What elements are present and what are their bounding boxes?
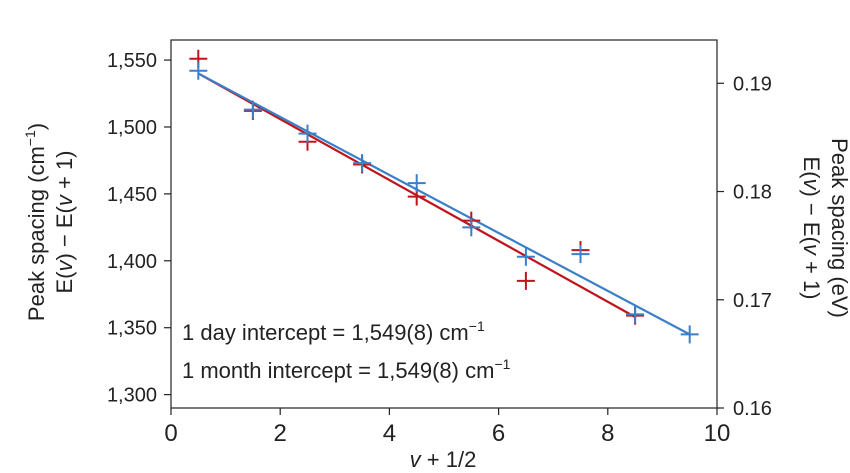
x-tick-label: 2 [274,420,287,447]
annotation-month-sup: −1 [494,356,510,372]
annotation-month-intercept: 1 month intercept = 1,549(8) cm−1 [182,356,511,383]
data-point-month [626,305,645,324]
y-left-tick-label: 1,400 [107,251,157,273]
y-left-tick-label: 1,350 [107,318,157,340]
annotation-day-sup: −1 [469,318,485,334]
data-point-month [680,325,699,344]
plot-frame [170,39,718,409]
data-point-month [189,61,208,80]
y-axis-right-title-line2: E(v) − E(v + 1) [799,156,824,299]
x-tick-label: 4 [383,420,396,447]
y-axis-left-title-line2: E(v) − E(v + 1) [52,150,77,293]
data-point-month [516,247,535,266]
y-right-tick-label: 0.16 [733,398,772,420]
x-axis-title-var: v [410,447,423,472]
data-point-month [298,124,317,143]
y-left-tick-label: 1,500 [107,117,157,139]
data-point-month [353,154,372,173]
data-point-month [462,218,481,237]
x-axis-title: v + 1/2 [410,447,477,472]
x-tick-label: 0 [164,420,177,447]
x-tick-label: 8 [601,420,614,447]
x-axis-title-rest: + 1/2 [421,447,477,472]
y-axis-right-title-line1: Peak spacing (eV) [827,138,850,318]
data-point-day [516,271,535,290]
x-tick-label: 10 [704,420,731,447]
y-left-tick-label: 1,300 [107,385,157,407]
x-tick-label: 6 [492,420,505,447]
annotation-day-intercept: 1 day intercept = 1,549(8) cm−1 [182,318,485,345]
data-point-month [243,100,262,119]
y-axis-left-title-line1: Peak spacing (cm−1) [22,123,49,321]
data-point-month [407,174,426,193]
y-left-tick-label: 1,450 [107,184,157,206]
y-right-tick-label: 0.19 [733,73,772,95]
data-point-month [571,245,590,264]
y-left-tick-label: 1,550 [107,50,157,72]
y-right-tick-label: 0.18 [733,182,772,204]
y-right-tick-label: 0.17 [733,290,772,312]
fit-line-month [197,72,691,336]
